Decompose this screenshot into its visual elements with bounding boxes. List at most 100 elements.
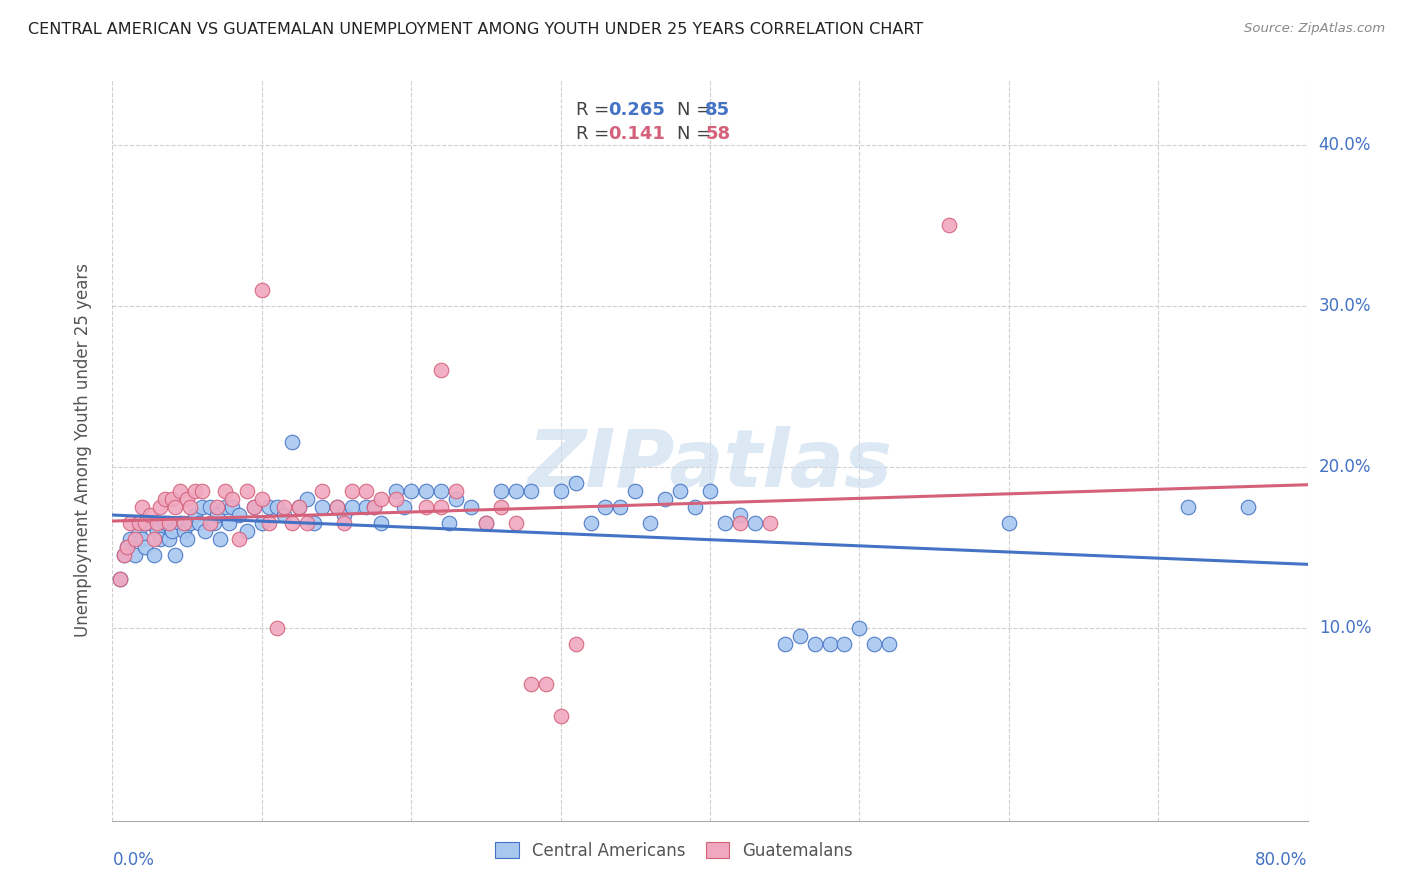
Point (520, 677, 543, 691)
Point (108, 572, 131, 586)
Point (1177, 500, 1199, 514)
Point (340, 500, 363, 514)
Text: 58: 58 (706, 125, 730, 143)
Point (259, 516, 281, 530)
Point (669, 483, 692, 498)
Point (773, 637, 796, 651)
Point (198, 500, 221, 514)
Point (714, 516, 737, 530)
Point (392, 500, 415, 514)
Point (744, 516, 766, 530)
Point (134, 540, 156, 554)
Point (699, 483, 721, 498)
Point (173, 524, 195, 538)
Point (363, 500, 385, 514)
Point (266, 620, 288, 634)
Point (117, 540, 139, 554)
Point (302, 516, 325, 530)
Text: 80.0%: 80.0% (1256, 851, 1308, 869)
Point (550, 483, 572, 498)
Point (430, 483, 453, 498)
Text: N =: N = (676, 125, 717, 143)
Point (281, 516, 304, 530)
Point (120, 532, 142, 546)
Point (250, 283, 273, 297)
Point (340, 483, 363, 498)
Point (489, 483, 512, 498)
Point (259, 500, 281, 514)
Point (295, 516, 318, 530)
Point (194, 524, 217, 538)
Point (444, 491, 467, 506)
Text: 20.0%: 20.0% (1319, 458, 1371, 475)
Point (803, 637, 825, 651)
Point (624, 483, 647, 498)
Point (165, 548, 187, 562)
Point (221, 500, 243, 514)
Point (489, 500, 512, 514)
Point (179, 500, 201, 514)
Point (146, 524, 169, 538)
Point (415, 483, 437, 498)
Point (288, 500, 311, 514)
Point (124, 548, 146, 562)
Point (640, 516, 662, 530)
Point (325, 500, 347, 514)
Point (401, 483, 423, 498)
Point (228, 508, 250, 522)
Point (534, 677, 557, 691)
Point (131, 532, 153, 546)
Point (595, 500, 617, 514)
Point (179, 516, 201, 530)
Point (818, 637, 841, 651)
Point (356, 500, 378, 514)
Point (250, 491, 273, 506)
Point (505, 516, 527, 530)
Point (288, 500, 311, 514)
Point (143, 548, 166, 562)
Point (176, 532, 198, 546)
Text: 0.265: 0.265 (609, 101, 665, 119)
Point (938, 218, 960, 232)
Point (848, 620, 870, 634)
Point (128, 516, 150, 530)
Point (356, 483, 378, 498)
Point (444, 483, 467, 498)
Point (243, 500, 266, 514)
Text: R =: R = (576, 101, 616, 119)
Point (131, 500, 153, 514)
Point (209, 532, 232, 546)
Text: CENTRAL AMERICAN VS GUATEMALAN UNEMPLOYMENT AMONG YOUTH UNDER 25 YEARS CORRELATI: CENTRAL AMERICAN VS GUATEMALAN UNEMPLOYM… (28, 22, 924, 37)
Point (202, 516, 225, 530)
Text: 0.0%: 0.0% (112, 851, 155, 869)
Text: 10.0%: 10.0% (1319, 618, 1371, 637)
Text: 30.0%: 30.0% (1319, 297, 1371, 315)
Text: Source: ZipAtlas.com: Source: ZipAtlas.com (1244, 22, 1385, 36)
Point (165, 500, 187, 514)
Point (311, 483, 333, 498)
Point (266, 500, 288, 514)
Point (333, 508, 356, 522)
Point (520, 483, 543, 498)
Point (415, 500, 437, 514)
Point (149, 500, 172, 514)
Point (183, 508, 205, 522)
Legend: Central Americans, Guatemalans: Central Americans, Guatemalans (486, 833, 862, 868)
Point (370, 516, 392, 530)
Point (236, 483, 259, 498)
Point (134, 516, 156, 530)
Point (143, 532, 166, 546)
Point (157, 532, 180, 546)
Point (162, 524, 183, 538)
Point (128, 524, 150, 538)
Point (120, 516, 142, 530)
Point (188, 516, 211, 530)
Point (205, 508, 228, 522)
Point (789, 628, 811, 642)
Y-axis label: Unemployment Among Youth under 25 years: Unemployment Among Youth under 25 years (73, 263, 91, 638)
Point (385, 491, 408, 506)
Point (333, 516, 356, 530)
Text: 0.141: 0.141 (609, 125, 665, 143)
Point (759, 516, 782, 530)
Point (281, 435, 304, 450)
